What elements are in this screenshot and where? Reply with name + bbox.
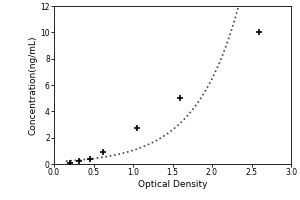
- X-axis label: Optical Density: Optical Density: [138, 180, 207, 189]
- Y-axis label: Concentration(ng/mL): Concentration(ng/mL): [28, 35, 38, 135]
